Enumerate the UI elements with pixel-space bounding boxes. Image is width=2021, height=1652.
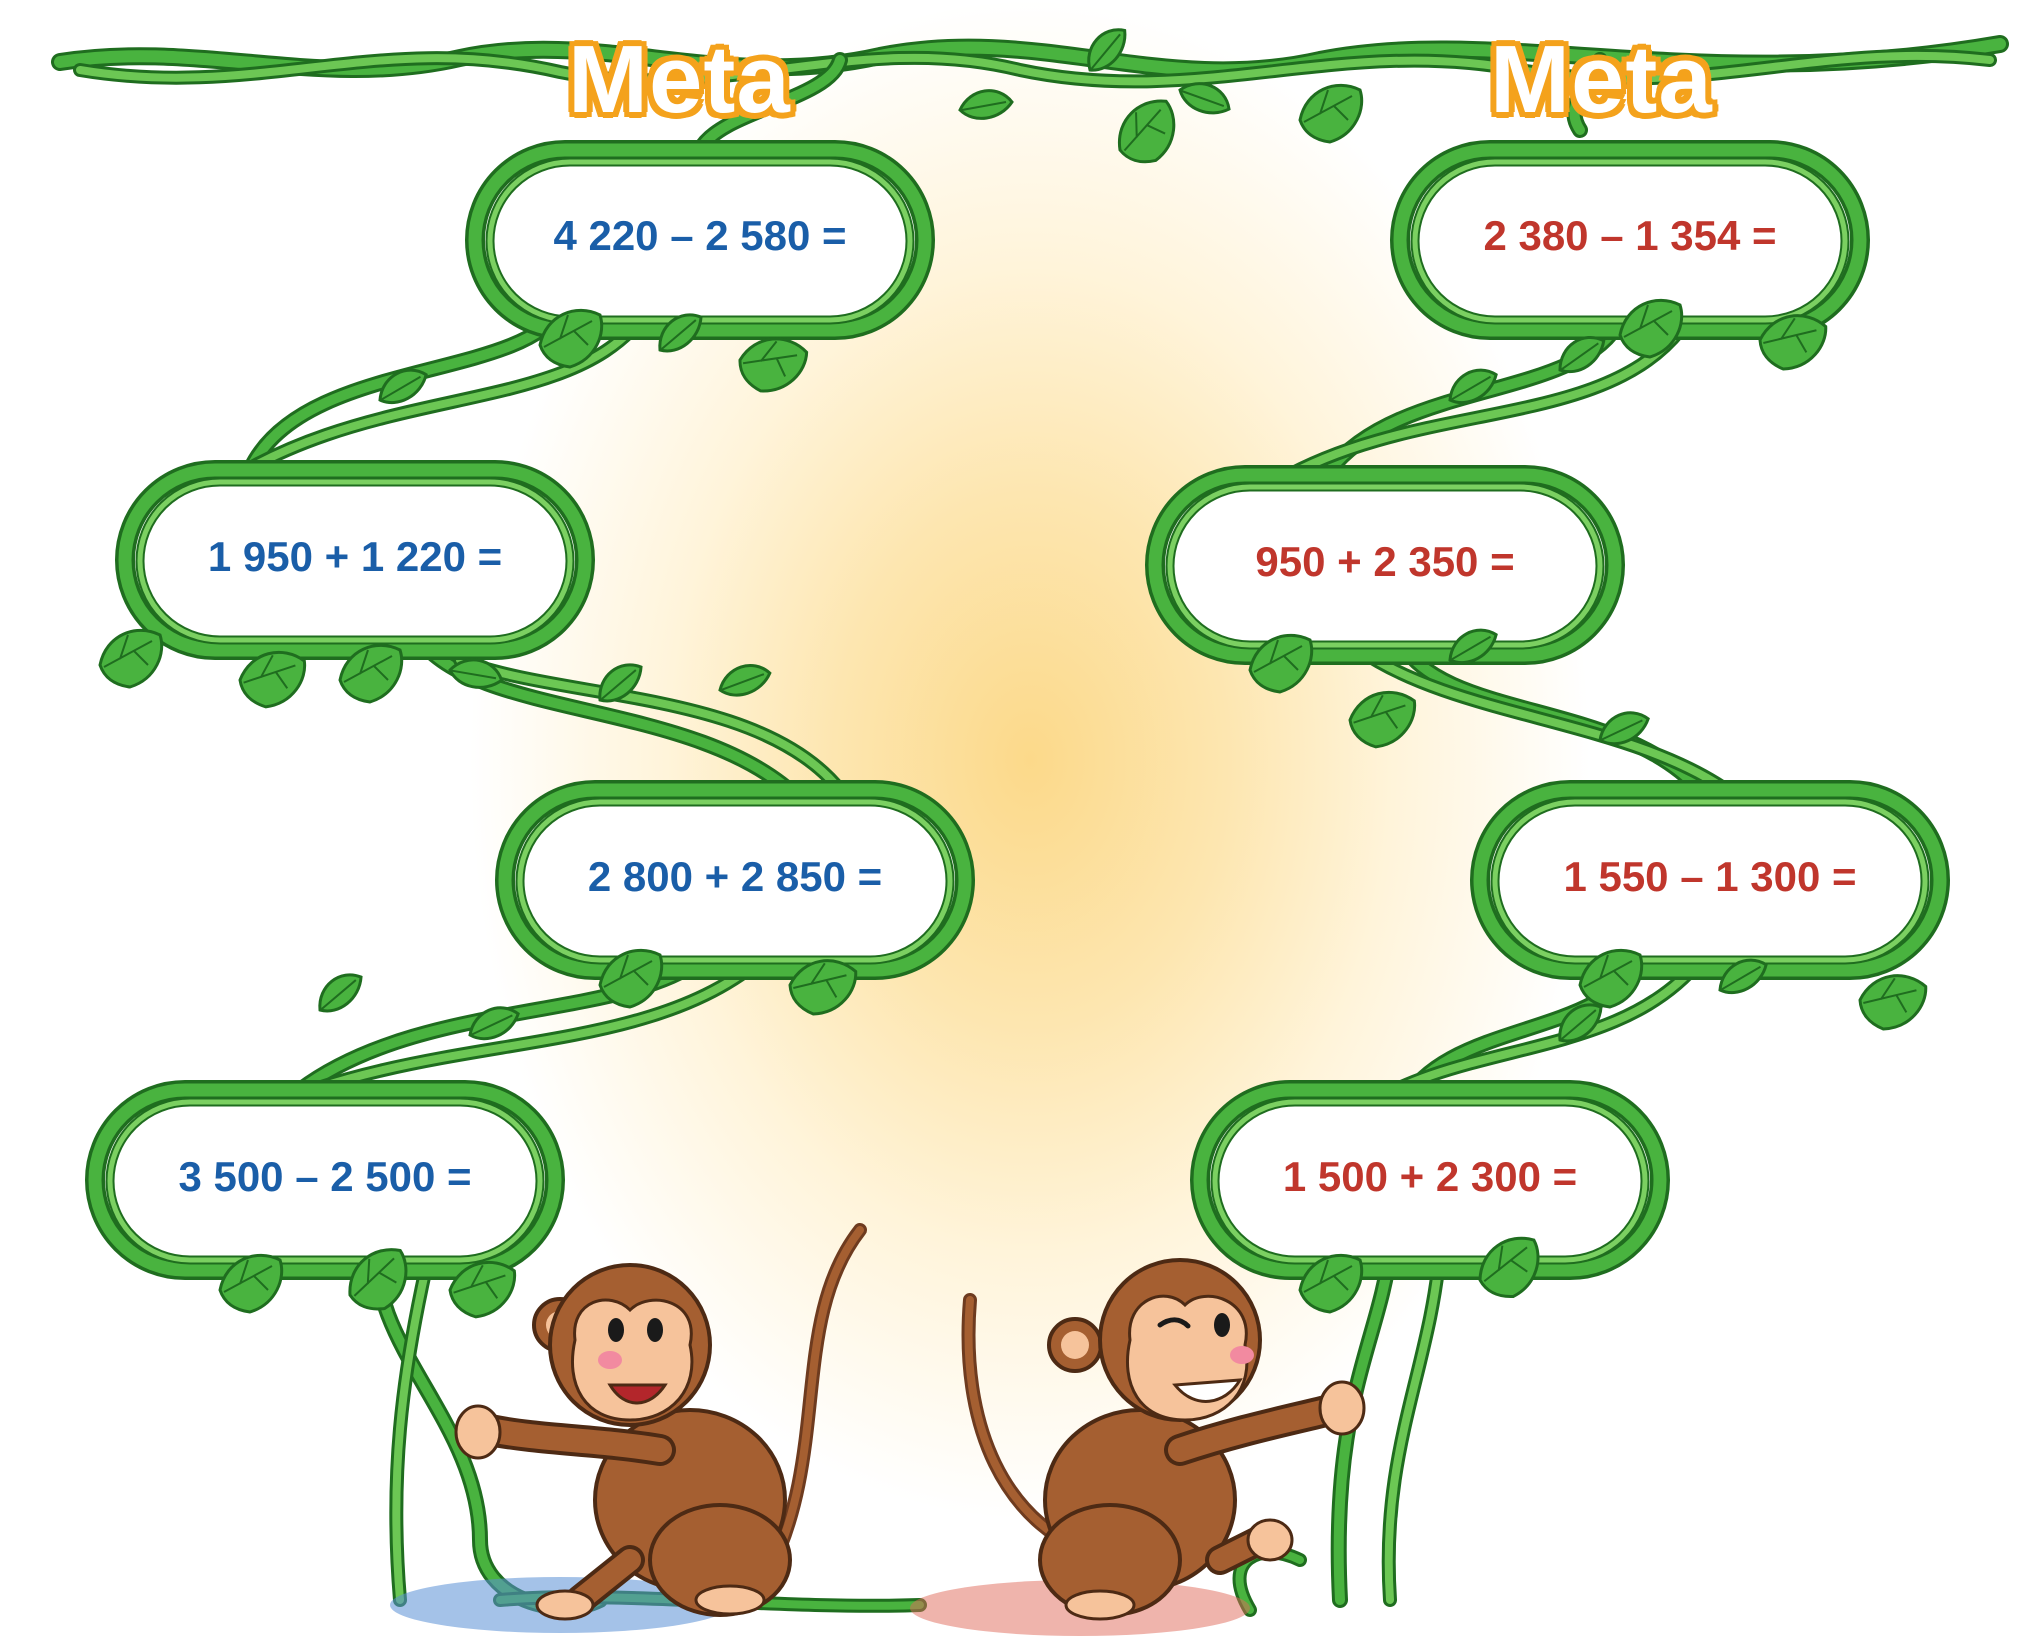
right-expression-4: 1 500 + 2 300 = (1282, 1153, 1578, 1200)
left-expression-4: 3 500 – 2 500 = (178, 1153, 472, 1200)
right-goal-heading: Meta (1490, 26, 1713, 133)
right-expression-3: 1 550 – 1 300 = (1563, 853, 1857, 900)
monkey-icon (454, 1223, 867, 1621)
right-expression-2: 950 + 2 350 = (1255, 538, 1515, 585)
right-expression-1: 2 380 – 1 354 = (1483, 212, 1777, 259)
left-goal-heading: Meta (568, 26, 791, 133)
left-expression-1: 4 220 – 2 580 = (553, 212, 847, 259)
monkey-icon (961, 1258, 1366, 1621)
left-expression-3: 2 800 + 2 850 = (587, 853, 883, 900)
left-expression-2: 1 950 + 1 220 = (207, 533, 503, 580)
